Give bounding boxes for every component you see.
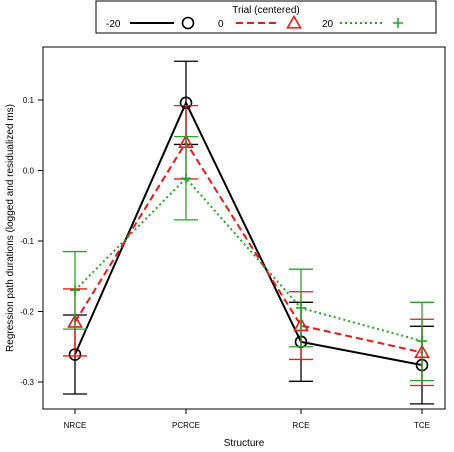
series-line (74, 100, 423, 367)
legend-item: 20 (322, 18, 403, 30)
legend-item: -20 (106, 16, 195, 30)
y-tick-label: -0.1 (20, 237, 34, 246)
y-tick-label: -0.3 (20, 378, 34, 387)
marker-plus (181, 173, 191, 184)
y-tick-label: -0.2 (20, 308, 34, 317)
legend-box (95, 0, 437, 34)
series-line (74, 140, 423, 354)
x-axis: NRCE PCRCE RCE TCE (64, 409, 430, 430)
y-tick-label: 0.1 (23, 96, 35, 105)
legend-label: -20 (106, 19, 121, 30)
legend: Trial (centered) -20 0 20 (95, 0, 437, 34)
legend-label: 20 (322, 19, 334, 30)
x-tick-label: PCRCE (172, 421, 200, 430)
marker-plus (296, 302, 306, 313)
legend-item: 0 (218, 14, 302, 30)
x-axis-title: Structure (224, 438, 265, 449)
marker-triangle (286, 14, 302, 29)
y-axis-title: Regression path durations (logged and re… (5, 104, 16, 352)
x-tick-label: RCE (293, 421, 310, 430)
y-axis: 0.1 0.0 -0.1 -0.2 -0.3 (20, 96, 43, 387)
plot-frame (42, 46, 446, 410)
x-tick-label: TCE (414, 421, 430, 430)
marker-plus (70, 285, 80, 296)
y-tick-label: 0.0 (23, 167, 35, 176)
series-line (74, 176, 423, 343)
marker-plus (393, 18, 403, 28)
series--20 (63, 60, 434, 405)
legend-label: 0 (218, 19, 224, 30)
series-20 (63, 136, 434, 382)
legend-title: Trial (centered) (232, 5, 299, 16)
series-layer (63, 60, 434, 405)
marker-circle (181, 16, 195, 30)
x-tick-label: NRCE (64, 421, 87, 430)
series-0 (63, 104, 434, 387)
marker-plus (417, 336, 427, 347)
